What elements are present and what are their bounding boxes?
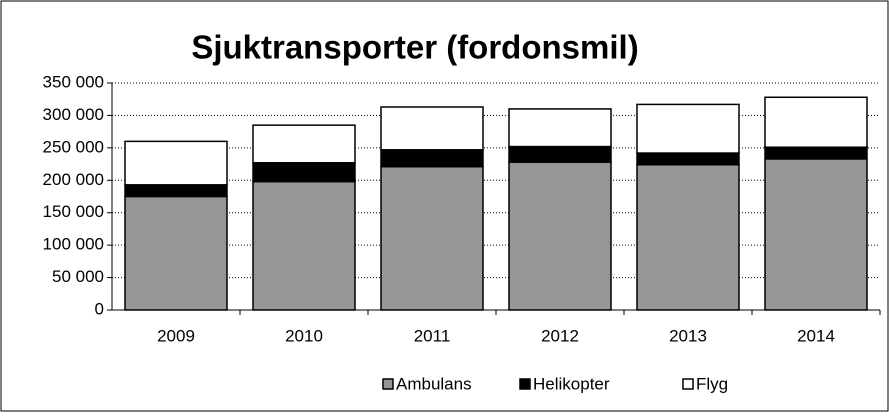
legend-swatch [519, 378, 531, 390]
x-tick-label: 2011 [414, 326, 451, 345]
legend-label: Helikopter [533, 374, 610, 393]
bar-segment [124, 195, 228, 311]
bar-segment [252, 162, 356, 183]
legend-label: Flyg [696, 374, 728, 393]
x-tick-label: 2009 [157, 326, 195, 345]
bar-segment [252, 124, 356, 164]
y-tick-label: 50 000 [52, 267, 104, 286]
y-tick-label: 200 000 [43, 170, 104, 189]
bar-segment [124, 184, 228, 198]
y-tick-label: 150 000 [43, 202, 104, 221]
bar-segment [508, 145, 612, 163]
bar-segment [252, 180, 356, 311]
legend-label: Ambulans [396, 374, 472, 393]
y-tick-label: 100 000 [43, 235, 104, 254]
y-tick-label: 350 000 [43, 72, 104, 91]
bar-segment [636, 152, 740, 166]
x-tick-label: 2013 [669, 326, 707, 345]
bar-segment [380, 149, 484, 168]
bar-segment [636, 103, 740, 154]
bar-segment [380, 106, 484, 151]
x-tick-label: 2012 [541, 326, 579, 345]
legend-swatch [382, 378, 394, 390]
chart-title: Sjuktransporter (fordonsmil) [191, 29, 638, 66]
bar-segment [764, 158, 868, 311]
bar-segment [764, 146, 868, 160]
bar-segment [380, 165, 484, 311]
y-tick-label: 250 000 [43, 137, 104, 156]
bar-segment [508, 161, 612, 311]
bar-segment [636, 163, 740, 311]
legend-swatch [682, 378, 694, 390]
x-tick-label: 2014 [797, 326, 835, 345]
bar-segment [508, 108, 612, 148]
y-tick-label: 0 [95, 299, 104, 318]
y-tick-label: 300 000 [43, 105, 104, 124]
bar-segment [124, 140, 228, 186]
bar-segment [764, 96, 868, 148]
x-tick-label: 2010 [285, 326, 323, 345]
